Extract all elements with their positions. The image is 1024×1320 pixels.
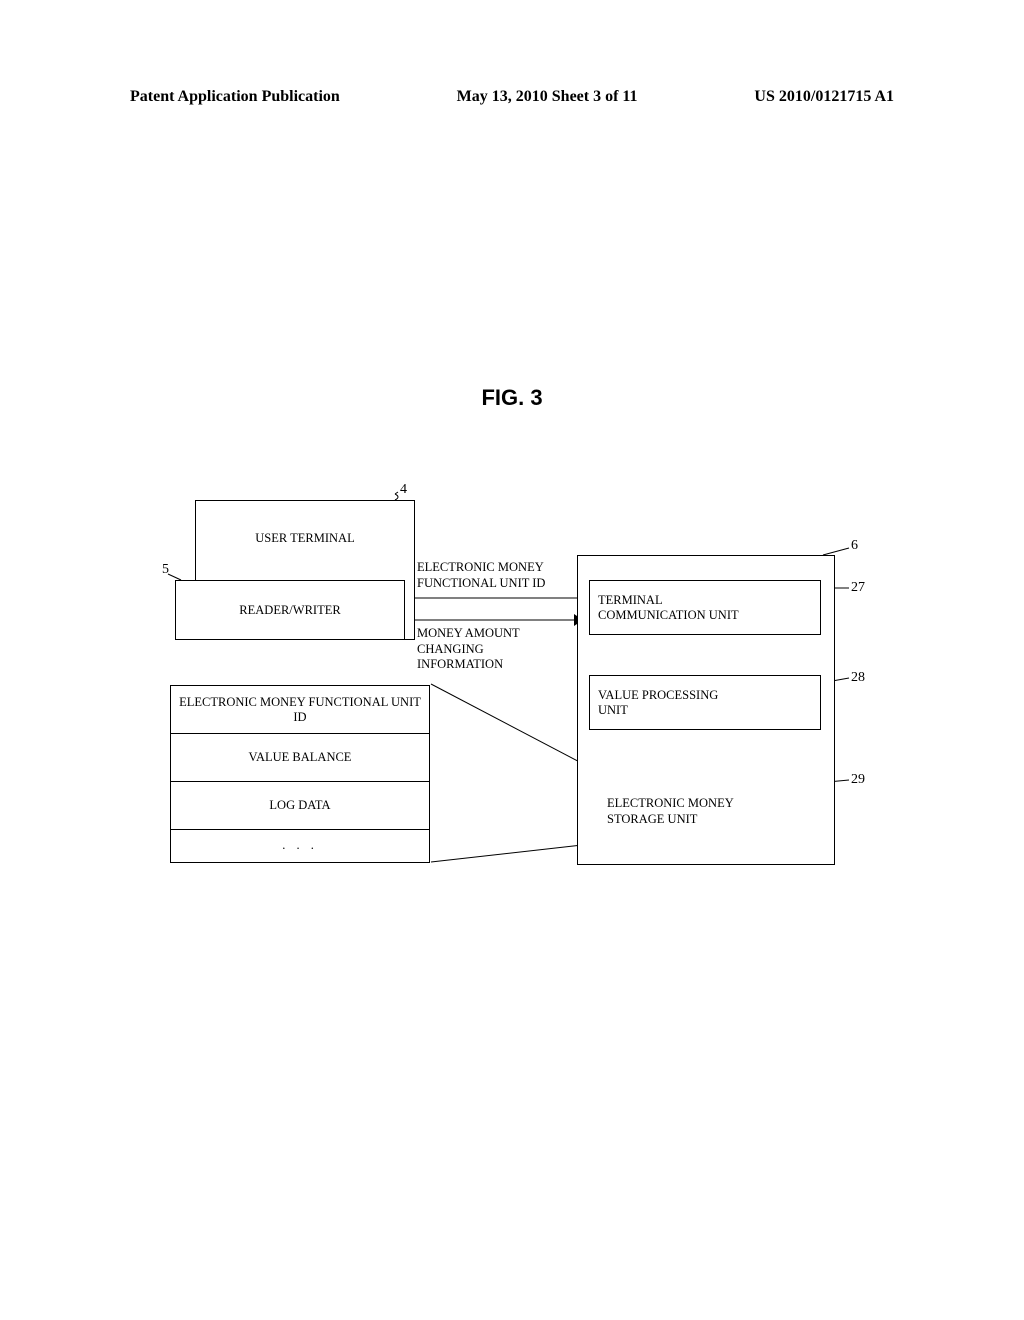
reference-numeral-29: 29 — [851, 772, 865, 788]
header-right: US 2010/0121715 A1 — [754, 88, 894, 106]
value-processing-unit-label: VALUE PROCESSING UNIT — [598, 688, 718, 718]
block-diagram: USER TERMINAL READER/WRITER TERMINAL COM… — [165, 490, 865, 910]
storage-table-row: LOG DATA — [171, 782, 429, 830]
reference-numeral-28: 28 — [851, 670, 865, 686]
header-center: May 13, 2010 Sheet 3 of 11 — [457, 88, 638, 106]
arrow-top-label: ELECTRONIC MONEY FUNCTIONAL UNIT ID — [417, 560, 545, 591]
reader-writer-label: READER/WRITER — [239, 603, 340, 618]
reference-numeral-5: 5 — [162, 562, 169, 578]
reference-numeral-27: 27 — [851, 580, 865, 596]
header-left: Patent Application Publication — [130, 88, 340, 106]
storage-table-row: ELECTRONIC MONEY FUNCTIONAL UNIT ID — [171, 686, 429, 734]
storage-contents-table: ELECTRONIC MONEY FUNCTIONAL UNIT IDVALUE… — [170, 685, 430, 863]
value-processing-unit-box: VALUE PROCESSING UNIT — [589, 675, 821, 730]
storage-unit-label: ELECTRONIC MONEY STORAGE UNIT — [607, 796, 803, 827]
reference-numeral-6: 6 — [851, 538, 858, 554]
user-terminal-label: USER TERMINAL — [196, 531, 414, 547]
terminal-communication-unit-label: TERMINAL COMMUNICATION UNIT — [598, 593, 739, 623]
page-header: Patent Application Publication May 13, 2… — [130, 88, 894, 106]
figure-title: FIG. 3 — [0, 385, 1024, 411]
reference-numeral-4: 4 — [400, 482, 407, 498]
reader-writer-box: READER/WRITER — [175, 580, 405, 640]
storage-table-row: . . . — [171, 830, 429, 860]
arrow-bottom-label: MONEY AMOUNT CHANGING INFORMATION — [417, 626, 520, 673]
terminal-communication-unit-box: TERMINAL COMMUNICATION UNIT — [589, 580, 821, 635]
storage-table-row: VALUE BALANCE — [171, 734, 429, 782]
